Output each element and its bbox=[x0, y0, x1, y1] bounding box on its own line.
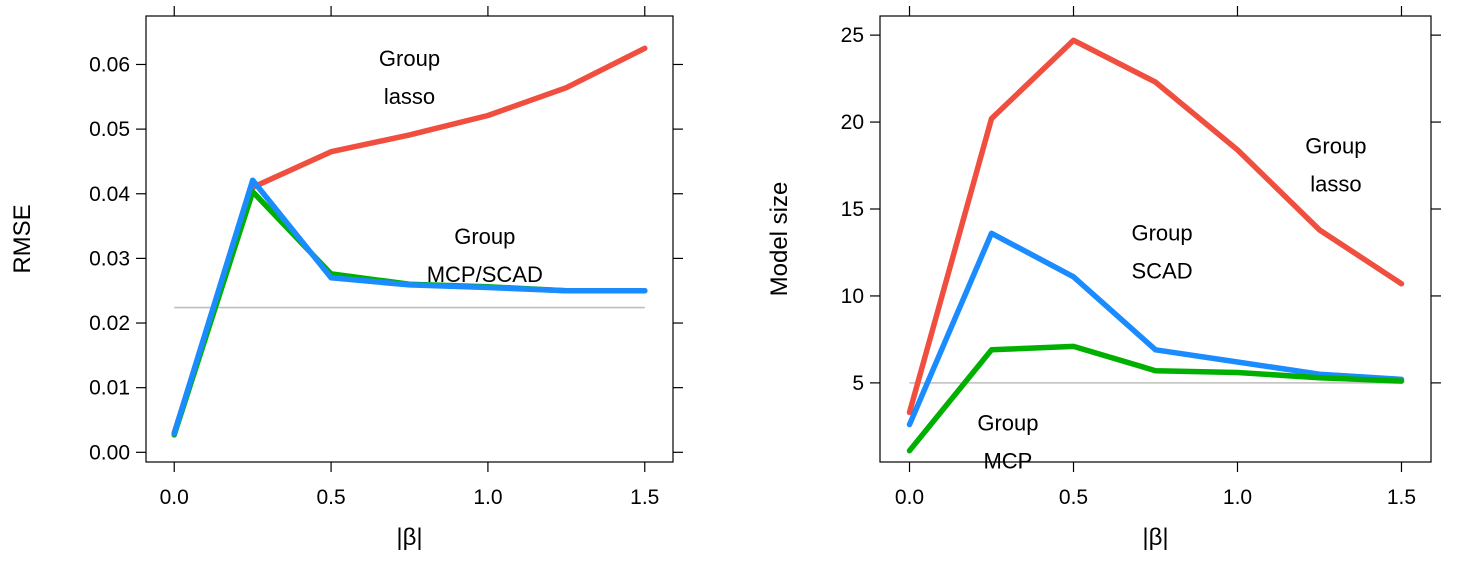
y-tick-label: 10 bbox=[841, 285, 864, 308]
series-annotation-1: Group lasso bbox=[1305, 133, 1366, 196]
x-axis-title: |β| bbox=[1142, 524, 1168, 551]
series-line-1 bbox=[906, 37, 1405, 416]
plot-frame bbox=[145, 15, 674, 463]
annotation-line: MCP/SCAD bbox=[427, 262, 543, 287]
x-tick-label: 0.0 bbox=[895, 486, 924, 509]
y-axis-title: Model size bbox=[766, 182, 793, 297]
y-axis-title: RMSE bbox=[9, 204, 36, 273]
series-line-2 bbox=[171, 189, 648, 438]
x-tick-label: 1.0 bbox=[1223, 486, 1252, 509]
annotation-line: Group bbox=[379, 46, 440, 71]
x-tick-label: 1.5 bbox=[630, 486, 659, 509]
series-line-3 bbox=[171, 177, 648, 437]
y-tick-label: 20 bbox=[841, 111, 864, 134]
plot-frame bbox=[879, 15, 1432, 463]
x-tick-label: 0.0 bbox=[160, 486, 189, 509]
y-tick-label: 15 bbox=[841, 198, 864, 221]
y-tick-label: 0.04 bbox=[89, 183, 130, 206]
y-tick-label: 0.06 bbox=[89, 53, 130, 76]
annotation-line: lasso bbox=[384, 84, 435, 109]
y-tick-label: 0.03 bbox=[89, 247, 130, 270]
annotation-line: Group bbox=[977, 411, 1038, 436]
series-annotation-2: Group MCP/SCAD bbox=[427, 224, 543, 287]
x-tick-label: 1.5 bbox=[1387, 486, 1416, 509]
x-tick-label: 0.5 bbox=[1059, 486, 1088, 509]
annotation-line: Group bbox=[1131, 220, 1192, 245]
annotation-line: Group bbox=[454, 224, 515, 249]
series-line-3 bbox=[906, 343, 1405, 454]
annotation-line: MCP bbox=[983, 449, 1032, 474]
annotation-line: SCAD bbox=[1131, 258, 1192, 283]
y-tick-label: 0.01 bbox=[89, 377, 130, 400]
x-tick-label: 0.5 bbox=[316, 486, 345, 509]
series-line-2 bbox=[906, 230, 1405, 428]
series-annotation-2: Group SCAD bbox=[1131, 220, 1192, 283]
chart-panel-2: 0.0 0.5 1.0 1.5 5 10 15 20 25 |β| Model size Group l… bbox=[766, 6, 1441, 551]
x-tick-label: 1.0 bbox=[473, 486, 502, 509]
series-annotation-1: Group lasso bbox=[379, 46, 440, 109]
annotation-line: Group bbox=[1305, 133, 1366, 158]
y-tick-label: 25 bbox=[841, 24, 864, 47]
y-tick-label: 5 bbox=[852, 372, 864, 395]
x-axis-title: |β| bbox=[396, 524, 422, 551]
chart-panel-1: 0.0 0.5 1.0 1.5 0.00 0.01 0.02 0.03 0.04 0.05 0.06… bbox=[9, 6, 683, 551]
y-tick-label: 0.02 bbox=[89, 312, 130, 335]
y-tick-label: 0.05 bbox=[89, 118, 130, 141]
annotation-line: lasso bbox=[1310, 171, 1361, 196]
series-annotation-3: Group MCP bbox=[977, 411, 1038, 474]
y-tick-label: 0.00 bbox=[89, 441, 130, 464]
